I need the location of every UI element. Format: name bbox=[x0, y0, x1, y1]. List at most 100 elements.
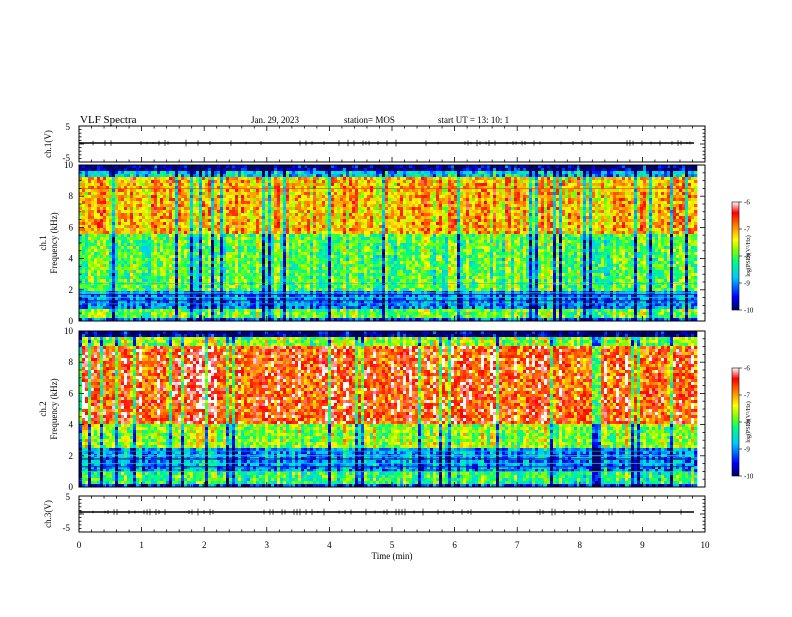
spectrogram-cell bbox=[268, 246, 271, 249]
spectrogram-cell bbox=[340, 279, 343, 282]
spectrogram-cell bbox=[196, 309, 199, 312]
spectrogram-cell bbox=[121, 177, 124, 180]
spectrogram-cell bbox=[187, 273, 190, 276]
spectrogram-cell bbox=[160, 261, 163, 264]
spectrogram-cell bbox=[259, 186, 262, 189]
spectrogram-cell bbox=[256, 177, 259, 180]
spectrogram-cell bbox=[127, 219, 130, 222]
spectrogram-cell bbox=[94, 189, 97, 192]
spectrogram-cell bbox=[142, 186, 145, 189]
spectrogram-cell bbox=[271, 258, 274, 261]
spectrogram-cell bbox=[352, 213, 355, 216]
spectrogram-cell bbox=[316, 258, 319, 261]
spectrogram-cell bbox=[223, 273, 226, 276]
spectrogram-cell bbox=[121, 225, 124, 228]
spectrogram-cell bbox=[88, 189, 91, 192]
spectrogram-cell bbox=[160, 213, 163, 216]
spectrogram-cell bbox=[343, 249, 346, 252]
spectrogram-cell bbox=[280, 240, 283, 243]
spectrogram-cell bbox=[262, 312, 265, 315]
spectrogram-cell bbox=[304, 270, 307, 273]
spectrogram-cell bbox=[115, 276, 118, 279]
spectrogram-cell bbox=[160, 315, 163, 318]
spectrogram-cell bbox=[289, 177, 292, 180]
spectrogram-cell bbox=[235, 216, 238, 219]
spectrogram-cell bbox=[103, 288, 106, 291]
spectrogram-cell bbox=[304, 228, 307, 231]
spectrogram-cell bbox=[124, 186, 127, 189]
spectrogram-cell bbox=[223, 285, 226, 288]
spectrogram-cell bbox=[214, 174, 217, 177]
spectrogram-cell bbox=[178, 216, 181, 219]
spectrogram-cell bbox=[154, 306, 157, 309]
spectrogram-cell bbox=[304, 279, 307, 282]
spectrogram-cell bbox=[289, 174, 292, 177]
spectrogram-cell bbox=[250, 228, 253, 231]
spectrogram-cell bbox=[100, 264, 103, 267]
spectrogram-cell bbox=[307, 276, 310, 279]
spectrogram-cell bbox=[319, 183, 322, 186]
spectrogram-cell bbox=[223, 252, 226, 255]
spectrogram-cell bbox=[115, 315, 118, 318]
spectrogram-cell bbox=[265, 258, 268, 261]
spectrogram-cell bbox=[172, 237, 175, 240]
spectrogram-cell bbox=[340, 231, 343, 234]
spectrogram-cell bbox=[118, 246, 121, 249]
spectrogram-cell bbox=[217, 174, 220, 177]
spectrogram-cell bbox=[274, 186, 277, 189]
spectrogram-cell bbox=[100, 267, 103, 270]
spectrogram-cell bbox=[352, 168, 355, 171]
spectrogram-cell bbox=[184, 279, 187, 282]
spectrogram-cell bbox=[178, 195, 181, 198]
spectrogram-cell bbox=[310, 189, 313, 192]
spectrogram-cell bbox=[91, 246, 94, 249]
spectrogram-cell bbox=[331, 237, 334, 240]
spectrogram-cell bbox=[163, 201, 166, 204]
spectrogram-cell bbox=[346, 237, 349, 240]
spectrogram-cell bbox=[325, 201, 328, 204]
spectrogram-cell bbox=[268, 276, 271, 279]
spectrogram-cell bbox=[262, 207, 265, 210]
spectrogram-cell bbox=[301, 285, 304, 288]
spectrogram-cell bbox=[100, 198, 103, 201]
spectrogram-cell bbox=[169, 231, 172, 234]
spectrogram-cell bbox=[124, 312, 127, 315]
spectrogram-cell bbox=[301, 243, 304, 246]
spectrogram-cell bbox=[328, 186, 331, 189]
spectrogram-cell bbox=[208, 195, 211, 198]
spectrogram-cell bbox=[211, 201, 214, 204]
spectrogram-cell bbox=[241, 246, 244, 249]
spectrogram-cell bbox=[346, 315, 349, 318]
spectrogram-cell bbox=[115, 231, 118, 234]
spectrogram-cell bbox=[337, 234, 340, 237]
spectrogram-cell bbox=[343, 288, 346, 291]
spectrogram-cell bbox=[160, 273, 163, 276]
spectrogram-cell bbox=[163, 285, 166, 288]
spectrogram-cell bbox=[313, 186, 316, 189]
spectrogram-cell bbox=[307, 261, 310, 264]
spectrogram-cell bbox=[127, 264, 130, 267]
spectrogram-cell bbox=[292, 180, 295, 183]
spectrogram-cell bbox=[316, 255, 319, 258]
spectrogram-cell bbox=[196, 315, 199, 318]
spectrogram-cell bbox=[142, 228, 145, 231]
spectrogram-cell bbox=[259, 219, 262, 222]
spectrogram-cell bbox=[91, 171, 94, 174]
spectrogram-cell bbox=[166, 189, 169, 192]
spectrogram-cell bbox=[121, 180, 124, 183]
spectrogram-cell bbox=[286, 285, 289, 288]
spectrogram-cell bbox=[154, 207, 157, 210]
spectrogram-cell bbox=[322, 237, 325, 240]
spectrogram-cell bbox=[295, 192, 298, 195]
spectrogram-cell bbox=[187, 222, 190, 225]
spectrogram-cell bbox=[226, 219, 229, 222]
spectrogram-cell bbox=[199, 261, 202, 264]
spectrogram-cell bbox=[319, 192, 322, 195]
spectrogram-cell bbox=[163, 252, 166, 255]
spectrogram-cell bbox=[127, 231, 130, 234]
spectrogram-cell bbox=[307, 174, 310, 177]
spectrogram-cell bbox=[118, 252, 121, 255]
spectrogram-cell bbox=[145, 192, 148, 195]
spectrogram-cell bbox=[340, 225, 343, 228]
spectrogram-cell bbox=[133, 252, 136, 255]
